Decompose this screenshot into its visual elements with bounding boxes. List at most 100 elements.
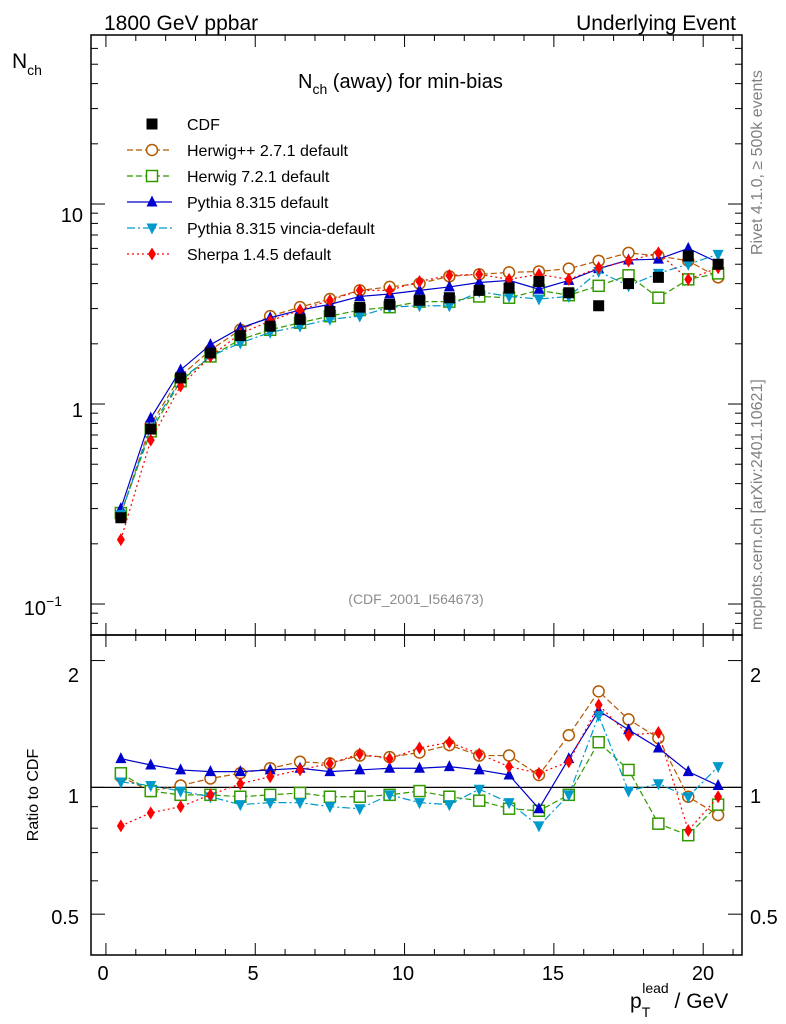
data-point (682, 250, 694, 262)
ratio-point (206, 788, 215, 802)
ratio-point (266, 770, 275, 784)
ratio-point (384, 790, 396, 802)
ratio-point (622, 763, 635, 777)
ratio-point (355, 747, 364, 761)
ratio-point (534, 766, 543, 780)
series-point (204, 338, 216, 350)
legend-marker (148, 247, 156, 261)
ratio-point (176, 800, 185, 814)
legend: CDF Herwig++ 2.7.1 default Herwig 7.2.1 … (127, 117, 375, 264)
ratio-tick-label-1-left: 1 (68, 786, 79, 808)
ratio-point (354, 804, 366, 816)
series-point (296, 303, 305, 317)
ratio-tick-label-2-left: 2 (68, 665, 79, 687)
series-point (324, 314, 336, 326)
series-point (533, 294, 545, 306)
series-point (234, 338, 246, 350)
series-point (684, 272, 693, 286)
series-line (120, 252, 719, 515)
data-point (623, 278, 635, 290)
header-right: Underlying Event (576, 12, 736, 35)
series-point (564, 272, 573, 286)
series-point (415, 274, 424, 288)
ratio-point (264, 798, 276, 810)
data-point (204, 347, 216, 359)
ratio-point (562, 728, 576, 742)
ratio-point (234, 765, 246, 777)
series-point (445, 268, 454, 282)
ratio-point (593, 711, 605, 723)
ratio-plot-frame (90, 634, 743, 956)
ratio-point (624, 728, 633, 742)
ratio-point (413, 798, 425, 810)
ratio-point (175, 763, 187, 775)
header-left: 1800 GeV ppbar (104, 12, 258, 35)
series-point (503, 291, 515, 303)
ratio-series-4 (116, 698, 723, 837)
ratio-point (622, 713, 635, 726)
series-point (443, 301, 455, 313)
ratio-point (473, 763, 485, 775)
legend-label-pythia: Pythia 8.315 default (187, 195, 329, 212)
ratio-point (175, 786, 187, 798)
ratio-point (354, 763, 366, 775)
data-point (384, 298, 396, 310)
ratio-point (353, 790, 367, 804)
data-point (563, 287, 575, 299)
x-axis-label: pTlead / GeV (630, 980, 728, 1020)
plot-title: Nch (away) for min-bias (298, 71, 503, 97)
data-point (175, 372, 187, 384)
ratio-point (145, 781, 157, 793)
analysis-id: (CDF_2001_I564673) (348, 591, 483, 607)
legend-label-vincia: Pythia 8.315 vincia-default (187, 221, 375, 238)
ratio-point (503, 798, 515, 810)
ratio-line (120, 703, 719, 832)
series-point (234, 321, 246, 333)
ratio-point (652, 817, 665, 830)
data-point (503, 282, 515, 294)
data-point (473, 284, 485, 296)
series-point (355, 283, 364, 297)
ratio-series-3 (115, 711, 724, 833)
legend-marker (145, 169, 159, 183)
data-point (264, 320, 276, 332)
ratio-point (503, 768, 515, 780)
ratio-point (594, 698, 603, 712)
ratio-point (682, 792, 694, 804)
x-tick-label-5: 5 (247, 963, 258, 985)
ratio-point (472, 794, 486, 807)
series-point (594, 261, 603, 275)
ratio-tick-label-1-right: 1 (750, 786, 761, 808)
ratio-point (114, 767, 128, 780)
ratio-axis-label: Ratio to CDF (25, 749, 42, 842)
data-point (145, 423, 157, 435)
data-point (294, 313, 306, 325)
ratio-tick-label-2-right: 2 (750, 665, 761, 687)
ratio-point (505, 760, 514, 774)
ratio-point (115, 752, 127, 764)
data-point (533, 275, 545, 287)
ratio-point (236, 777, 245, 791)
series-point (533, 282, 545, 294)
legend-label-cdf: CDF (187, 117, 220, 134)
legend-marker (145, 143, 159, 157)
series-point (473, 276, 485, 288)
ratio-point (443, 800, 455, 812)
ratio-point (324, 802, 336, 814)
y-tick-label-0.1: 10−1 (24, 593, 62, 620)
series-point (413, 283, 425, 295)
ratio-point (533, 802, 545, 814)
ratio-point (413, 761, 425, 773)
data-series-cdf (115, 250, 724, 524)
ratio-point (712, 779, 724, 791)
data-point (443, 292, 455, 304)
ratio-point (684, 823, 693, 837)
ratio-point (324, 765, 336, 777)
data-point (324, 306, 336, 318)
ratio-point (385, 752, 394, 766)
y-tick-label-10: 10 (61, 205, 83, 227)
x-tick-label-10: 10 (392, 963, 414, 985)
series-point (712, 249, 724, 261)
mcplots-credit-text: mcplots.cern.ch [arXiv:2401.10621] (749, 379, 766, 630)
ratio-point (325, 756, 334, 770)
